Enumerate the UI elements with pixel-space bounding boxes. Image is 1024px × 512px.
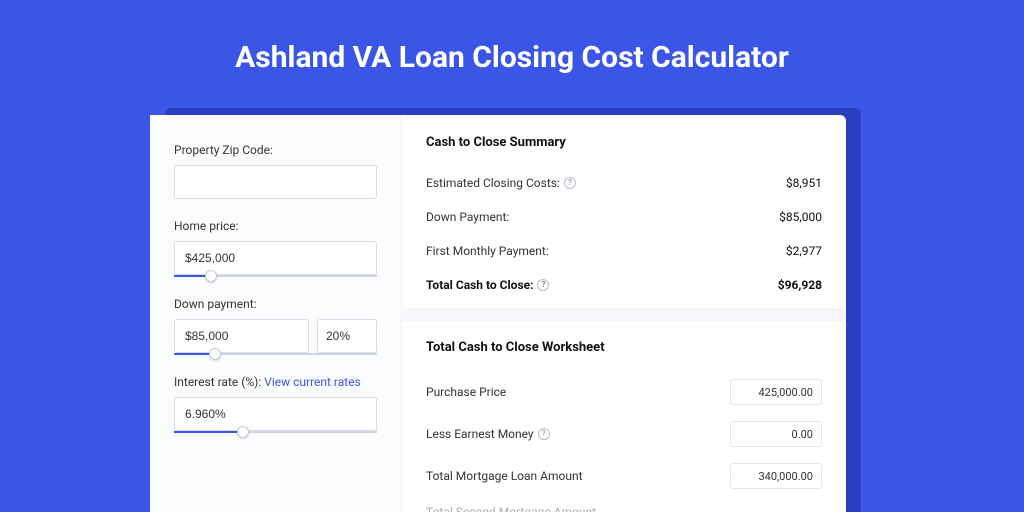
- interest-rate-input[interactable]: [174, 397, 377, 431]
- worksheet-rows: Purchase Price 425,000.00 Less Earnest Mon…: [426, 371, 822, 497]
- home-price-field: Home price:: [174, 219, 377, 277]
- home-price-input[interactable]: [174, 241, 377, 275]
- worksheet-row: Purchase Price 425,000.00: [426, 371, 822, 413]
- worksheet-row: Less Earnest Money? 0.00: [426, 413, 822, 455]
- worksheet-row-label: Less Earnest Money?: [426, 427, 550, 441]
- calculator-card: Property Zip Code: Home price: Down paym…: [150, 115, 846, 512]
- home-price-label: Home price:: [174, 219, 377, 233]
- summary-row: First Monthly Payment: $2,977: [426, 234, 822, 268]
- worksheet-row-label-text: Purchase Price: [426, 385, 506, 399]
- summary-row-label: Estimated Closing Costs:?: [426, 176, 576, 190]
- summary-row-label: Down Payment:: [426, 210, 509, 224]
- zip-field: Property Zip Code:: [174, 143, 377, 199]
- summary-row-value: $2,977: [786, 244, 822, 258]
- zip-label: Property Zip Code:: [174, 143, 377, 157]
- worksheet-row-label: Total Mortgage Loan Amount: [426, 469, 583, 483]
- worksheet-row: Total Mortgage Loan Amount 340,000.00: [426, 455, 822, 497]
- summary-row: Down Payment: $85,000: [426, 200, 822, 234]
- home-price-slider-thumb[interactable]: [205, 270, 217, 282]
- home-price-slider[interactable]: [174, 275, 377, 277]
- worksheet-row-label: Purchase Price: [426, 385, 506, 399]
- worksheet-row-cutoff: Total Second Mortgage Amount: [426, 497, 822, 512]
- worksheet-cutoff-label: Total Second Mortgage Amount: [426, 505, 596, 512]
- summary-row-value: $85,000: [779, 210, 822, 224]
- interest-rate-slider[interactable]: [174, 431, 377, 433]
- page-title: Ashland VA Loan Closing Cost Calculator: [0, 0, 1024, 75]
- view-rates-link[interactable]: View current rates: [264, 375, 361, 389]
- page-background: Ashland VA Loan Closing Cost Calculator …: [0, 0, 1024, 512]
- worksheet-section: Total Cash to Close Worksheet Purchase P…: [402, 308, 846, 512]
- help-icon[interactable]: ?: [564, 177, 576, 189]
- down-payment-pct-input[interactable]: [317, 319, 377, 353]
- inputs-panel: Property Zip Code: Home price: Down paym…: [150, 115, 402, 512]
- summary-rows: Estimated Closing Costs:? $8,951 Down Paym…: [426, 166, 822, 302]
- down-payment-slider-thumb[interactable]: [209, 348, 221, 360]
- worksheet-row-value[interactable]: 0.00: [730, 421, 822, 447]
- interest-rate-label-row: Interest rate (%): View current rates: [174, 375, 377, 389]
- down-payment-label: Down payment:: [174, 297, 377, 311]
- down-payment-input[interactable]: [174, 319, 309, 353]
- help-icon[interactable]: ?: [537, 279, 549, 291]
- summary-row-label: Total Cash to Close:?: [426, 278, 549, 292]
- summary-row-label: First Monthly Payment:: [426, 244, 549, 258]
- results-panel: Cash to Close Summary Estimated Closing …: [402, 115, 846, 512]
- summary-row: Estimated Closing Costs:? $8,951: [426, 166, 822, 200]
- worksheet-title: Total Cash to Close Worksheet: [426, 340, 822, 355]
- help-icon[interactable]: ?: [538, 428, 550, 440]
- down-payment-field: Down payment:: [174, 297, 377, 355]
- summary-row-label-text: Estimated Closing Costs:: [426, 176, 560, 190]
- zip-input[interactable]: [174, 165, 377, 199]
- worksheet-row-value[interactable]: 340,000.00: [730, 463, 822, 489]
- summary-row-label-text: Total Cash to Close:: [426, 278, 533, 292]
- interest-rate-label: Interest rate (%):: [174, 375, 261, 389]
- worksheet-row-label-text: Less Earnest Money: [426, 427, 534, 441]
- interest-rate-slider-thumb[interactable]: [237, 426, 249, 438]
- worksheet-row-value[interactable]: 425,000.00: [730, 379, 822, 405]
- interest-rate-slider-fill: [174, 431, 243, 433]
- summary-row-label-text: Down Payment:: [426, 210, 509, 224]
- summary-row-label-text: First Monthly Payment:: [426, 244, 549, 258]
- summary-row: Total Cash to Close:? $96,928: [426, 268, 822, 302]
- summary-row-value: $8,951: [786, 176, 822, 190]
- summary-row-value: $96,928: [778, 278, 822, 292]
- down-payment-slider[interactable]: [174, 353, 377, 355]
- interest-rate-field: Interest rate (%): View current rates: [174, 375, 377, 433]
- summary-title: Cash to Close Summary: [426, 135, 822, 150]
- worksheet-row-label-text: Total Mortgage Loan Amount: [426, 469, 583, 483]
